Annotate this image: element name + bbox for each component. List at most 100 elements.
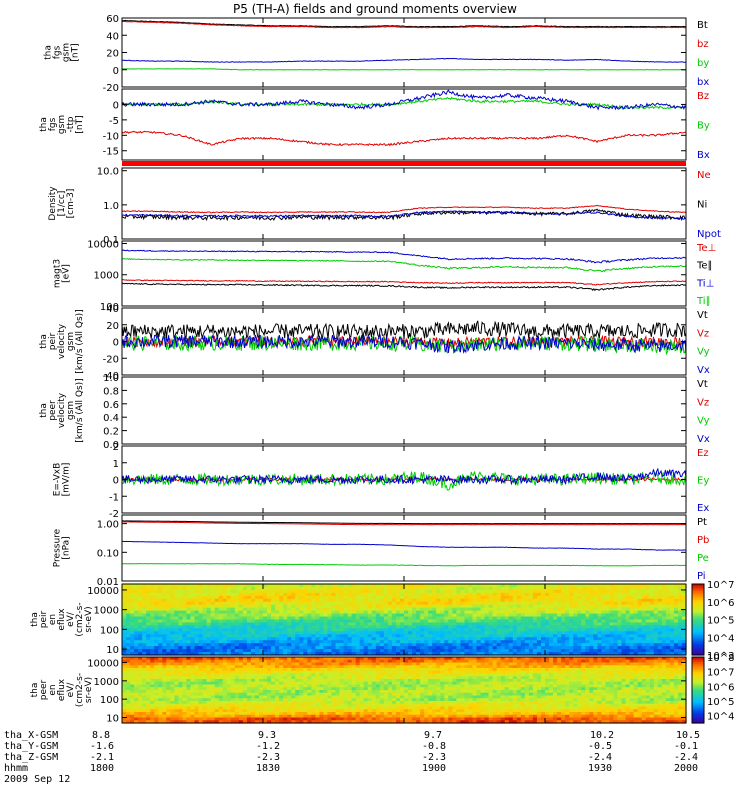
spectrogram-cell (532, 668, 538, 672)
panel-frame (121, 376, 687, 445)
spectrogram-cell (198, 598, 204, 603)
spectrogram-cell (142, 592, 147, 597)
spectrogram-cell (561, 670, 566, 675)
spectrogram-cell (408, 610, 413, 615)
spectrogram-cell (452, 646, 457, 650)
spectrogram-cell (432, 646, 437, 650)
spectrogram-cell (476, 584, 482, 588)
spectrogram-cell (218, 625, 224, 629)
spectrogram-cell (484, 652, 490, 656)
spectrogram-cell (460, 592, 466, 597)
spectrogram-cell (267, 628, 272, 632)
spectrogram-cell (122, 598, 127, 603)
spectrogram-cell (339, 662, 345, 666)
spectrogram-cell (597, 592, 602, 597)
spectrogram-cell (428, 584, 433, 588)
spectrogram-cell (146, 637, 151, 641)
spectrogram-cell (472, 610, 478, 615)
spectrogram-cell (424, 625, 429, 629)
spectrogram-cell (464, 634, 470, 638)
spectrogram-cell (399, 604, 405, 609)
spectrogram-cell (641, 622, 647, 627)
spectrogram-cell (383, 604, 389, 609)
spectrogram-cell (500, 670, 506, 675)
spectrogram-cell (150, 616, 155, 621)
spectrogram-cell (440, 625, 445, 629)
spectrogram-cell (258, 616, 264, 621)
spectrogram-cell (633, 657, 639, 661)
spectrogram-cell (299, 604, 304, 609)
spectrogram-cell (545, 652, 550, 656)
spectrogram-cell (150, 595, 155, 600)
spectrogram-cell (154, 668, 159, 672)
y-tick-label: 0.0 (103, 440, 119, 451)
spectrogram-cell (581, 619, 586, 624)
spectrogram-cell (178, 646, 184, 650)
spectrogram-cell (677, 622, 683, 627)
spectrogram-cell (327, 668, 333, 672)
spectrogram-cell (242, 646, 248, 650)
spectrogram-cell (214, 601, 220, 606)
spectrogram-cell (387, 601, 393, 606)
spectrogram-cell (347, 676, 353, 680)
spectrogram-cell (673, 659, 679, 664)
spectrogram-cell (222, 640, 228, 644)
spectrogram-cell (190, 637, 196, 641)
spectrogram-cell (516, 631, 522, 635)
spectrogram-cell (476, 613, 482, 618)
spectrogram-cell (250, 628, 256, 632)
spectrogram-cell (577, 670, 582, 675)
series-line-p1 (121, 19, 687, 28)
spectrogram-cell (468, 610, 474, 615)
spectrogram-cell (573, 634, 578, 638)
spectrogram-cell (464, 595, 470, 600)
spectrogram-cell (601, 589, 607, 594)
spectrogram-cell (492, 613, 498, 618)
spectrogram-cell (565, 613, 570, 618)
spectrogram-cell (319, 619, 325, 624)
spectrogram-cell (246, 619, 252, 624)
spectrogram-cell (166, 631, 171, 635)
spectrogram-cell (331, 625, 337, 629)
spectrogram-cell (379, 610, 385, 615)
spectrogram-cell (512, 657, 518, 661)
spectrogram-cell (283, 619, 288, 624)
spectrogram-cell (444, 622, 449, 627)
spectrogram-cell (444, 610, 449, 615)
spectrogram-cell (629, 640, 635, 644)
colorbar-cell (692, 599, 704, 603)
spectrogram-cell (448, 589, 453, 594)
spectrogram-cell (174, 586, 179, 591)
spectrogram-cell (335, 673, 341, 677)
spectrogram-cell (275, 598, 280, 603)
spectrogram-cell (222, 646, 228, 650)
spectrogram-cell (408, 584, 413, 588)
colorbar-cell (692, 635, 704, 638)
spectrogram-cell (303, 595, 308, 600)
spectrogram-cell (335, 604, 341, 609)
spectrogram-cell (456, 673, 461, 677)
spectrogram-cell (621, 610, 627, 615)
spectrogram-cell (194, 613, 200, 618)
spectrogram-cell (395, 657, 401, 661)
spectrogram-cell (585, 665, 590, 669)
spectrogram-cell (577, 649, 582, 653)
spectrogram-cell (468, 622, 474, 627)
spectrogram-cell (549, 640, 554, 644)
spectrogram-cell (271, 668, 276, 672)
spectrogram-cell (472, 625, 478, 629)
spectrogram-cell (496, 628, 502, 632)
spectrogram-cell (677, 601, 683, 606)
spectrogram-cell (299, 592, 304, 597)
spectrogram-cell (657, 589, 663, 594)
spectrogram-cell (146, 610, 151, 615)
spectrogram-cell (271, 610, 276, 615)
y-tick-label: 0.6 (103, 400, 119, 411)
spectrogram-cell (549, 631, 554, 635)
spectrogram-cell (464, 592, 470, 597)
spectrogram-cell (436, 589, 441, 594)
spectrogram-cell (371, 662, 377, 666)
spectrogram-cell (516, 598, 522, 603)
spectrogram-cell (387, 646, 393, 650)
spectrogram-cell (150, 646, 155, 650)
